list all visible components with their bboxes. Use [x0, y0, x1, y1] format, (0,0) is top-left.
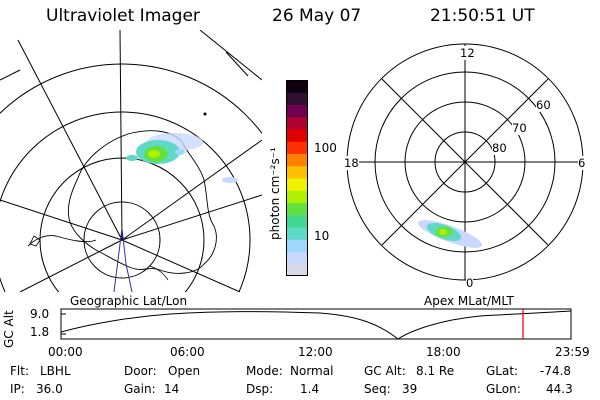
door-value: Open: [168, 364, 201, 378]
colorbar-segment: [286, 190, 308, 203]
seq-value: 39: [402, 382, 418, 396]
colorbar-segment: [286, 153, 308, 167]
colorbar-segment: [286, 239, 308, 252]
magnetic-polar-plot: [346, 43, 584, 281]
colorbar-unit-label: photon cm⁻²s⁻¹: [268, 147, 282, 240]
altitude-plot: [60, 308, 572, 340]
gain-value: 14: [164, 382, 180, 396]
colorbar-segment: [286, 116, 308, 130]
mlat-60-label: 60: [536, 98, 551, 112]
mlt-18-label: 18: [344, 156, 359, 170]
geographic-map: [0, 30, 262, 292]
colorbar-segment: [286, 251, 308, 265]
mlat-80-label: 80: [492, 141, 507, 155]
colorbar-segment: [286, 227, 308, 240]
colorbar-segment: [286, 202, 308, 216]
dsp-value: 1.4: [300, 382, 320, 396]
colorbar-border: [286, 80, 308, 276]
gcalt-label: GC Alt:: [364, 364, 406, 378]
colorbar-segment: [286, 141, 308, 154]
apex-caption: Apex MLat/MLT: [424, 294, 514, 308]
geographic-caption: Geographic Lat/Lon: [70, 294, 188, 308]
colorbar-tick-100: 100: [314, 141, 337, 155]
dsp-label: Dsp:: [246, 382, 274, 396]
flt-label: Flt:: [10, 364, 29, 378]
glat-label: GLat:: [486, 364, 519, 378]
altitude-ylabel: GC Alt: [2, 310, 16, 348]
altitude-xtick-1200: 12:00: [298, 345, 333, 359]
mlt-0-label: 0: [466, 276, 474, 290]
altitude-xtick-2359: 23:59: [555, 345, 590, 359]
glat-value: -74.8: [540, 364, 572, 378]
mode-label: Mode:: [246, 364, 283, 378]
mlat-70-label: 70: [512, 121, 527, 135]
colorbar-segment: [286, 165, 308, 179]
instrument-title: Ultraviolet Imager: [46, 6, 200, 26]
colorbar: [286, 80, 308, 276]
gcalt-value: 8.1 Re: [416, 364, 455, 378]
colorbar-segment: [286, 129, 308, 142]
altitude-xtick-1800: 18:00: [426, 345, 461, 359]
altitude-ytick-bottom: 1.8: [30, 325, 50, 339]
altitude-ytick-top: 9.0: [30, 307, 50, 321]
observation-time: 21:50:51 UT: [430, 6, 535, 26]
colorbar-segment: [286, 178, 308, 191]
mode-value: Normal: [290, 364, 334, 378]
colorbar-segment: [286, 80, 308, 93]
colorbar-segment: [286, 263, 308, 276]
mlt-6-label: 6: [578, 156, 586, 170]
glon-value: 44.3: [546, 382, 573, 396]
observation-date: 26 May 07: [272, 6, 362, 26]
gain-label: Gain:: [124, 382, 156, 396]
flt-value: LBHL: [40, 364, 71, 378]
door-label: Door:: [124, 364, 157, 378]
colorbar-tick-10: 10: [314, 229, 330, 243]
ip-value: 36.0: [36, 382, 63, 396]
colorbar-segment: [286, 92, 308, 105]
altitude-xtick-0000: 00:00: [48, 345, 83, 359]
colorbar-segment: [286, 214, 308, 228]
mlt-12-label: 12: [460, 46, 475, 60]
altitude-xtick-0600: 06:00: [170, 345, 205, 359]
seq-label: Seq:: [364, 382, 391, 396]
glon-label: GLon:: [486, 382, 521, 396]
colorbar-segment: [286, 104, 308, 118]
ip-label: IP:: [10, 382, 25, 396]
